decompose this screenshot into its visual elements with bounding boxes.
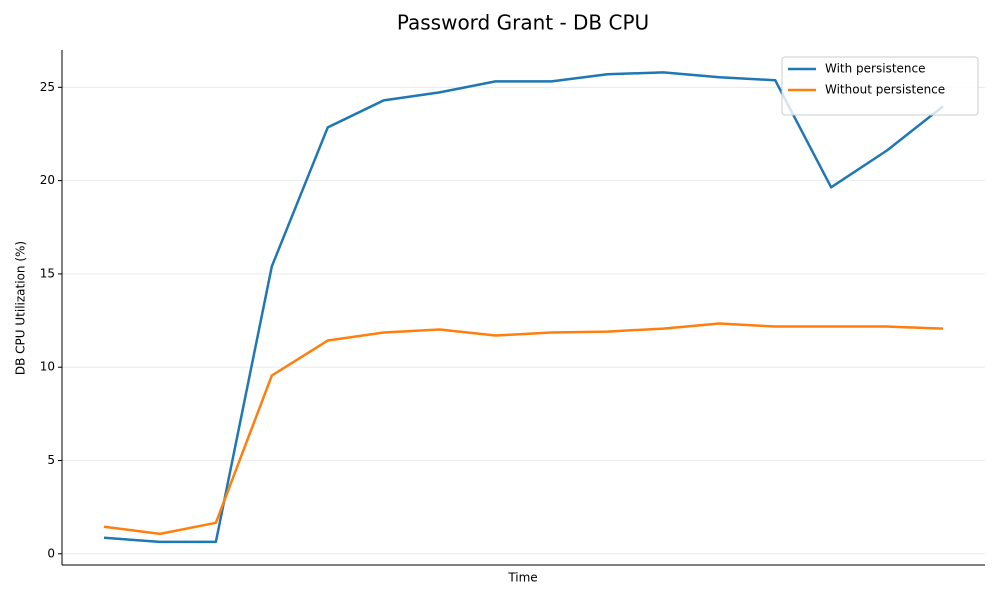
- chart-title: Password Grant - DB CPU: [397, 11, 649, 35]
- y-tick-label: 0: [47, 546, 55, 560]
- y-tick-label: 15: [40, 266, 55, 280]
- y-tick-label: 5: [47, 453, 55, 467]
- series-line: [103, 71, 944, 544]
- legend-label: With persistence: [825, 62, 926, 76]
- y-tick-label: 25: [40, 80, 55, 94]
- series-line: [103, 322, 944, 536]
- x-axis-label: Time: [507, 571, 537, 585]
- y-axis-label: DB CPU Utilization (%): [14, 241, 28, 375]
- y-tick-label: 10: [40, 360, 55, 374]
- y-tick-label: 20: [40, 173, 55, 187]
- legend-label: Without persistence: [825, 83, 945, 97]
- legend-box: [781, 56, 979, 116]
